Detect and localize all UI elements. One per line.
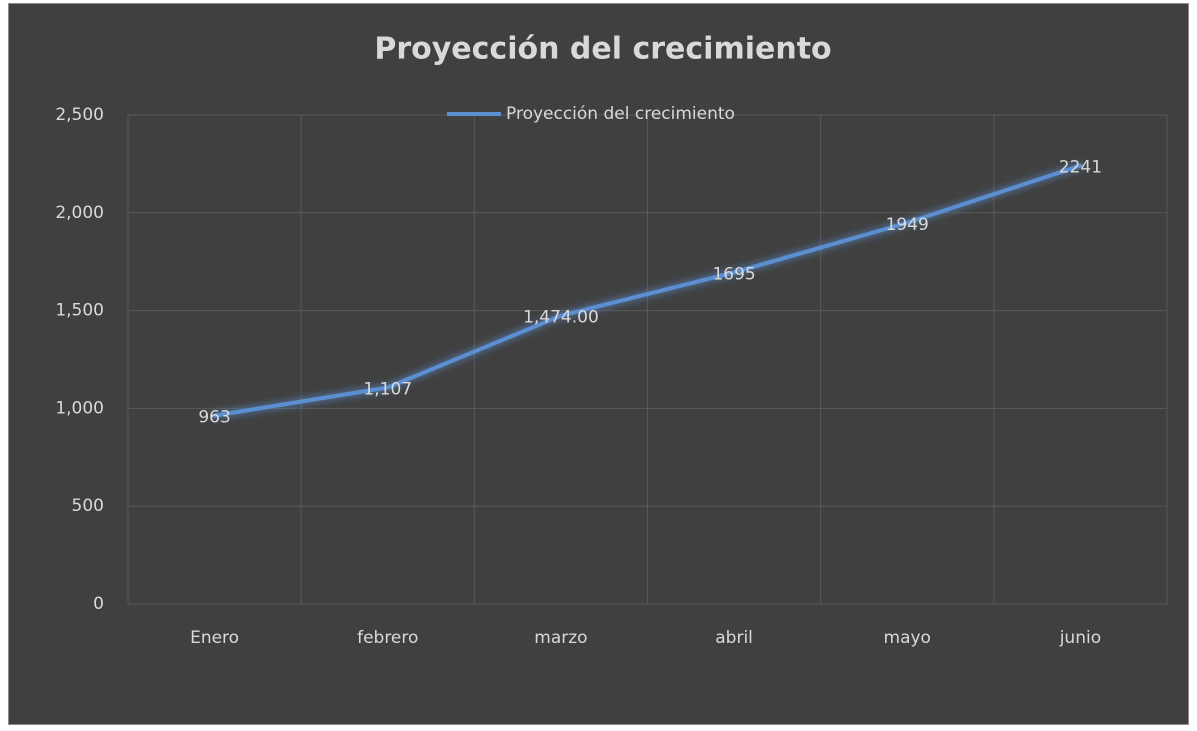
y-tick-label: 2,000	[55, 203, 104, 223]
x-tick-label: Enero	[190, 628, 239, 648]
y-tick-label: 0	[93, 594, 104, 614]
data-label: 963	[198, 408, 230, 428]
x-tick-label: marzo	[534, 628, 587, 648]
data-label: 1,107	[363, 379, 412, 399]
data-label: 1695	[712, 264, 755, 284]
x-tick-label: febrero	[357, 628, 418, 648]
x-tick-label: abril	[715, 628, 753, 648]
chart-title: Proyección del crecimiento	[374, 32, 831, 67]
y-tick-label: 1,000	[55, 398, 104, 418]
data-label: 1,474.00	[523, 308, 599, 328]
data-label: 2241	[1059, 158, 1102, 178]
data-label: 1949	[886, 215, 929, 235]
x-tick-label: junio	[1059, 628, 1101, 648]
y-tick-label: 500	[72, 496, 104, 516]
y-tick-label: 1,500	[55, 301, 104, 321]
series-line	[212, 163, 1083, 418]
legend-label: Proyección del crecimiento	[506, 104, 735, 124]
x-tick-label: mayo	[884, 628, 931, 648]
y-tick-label: 2,500	[55, 105, 104, 125]
